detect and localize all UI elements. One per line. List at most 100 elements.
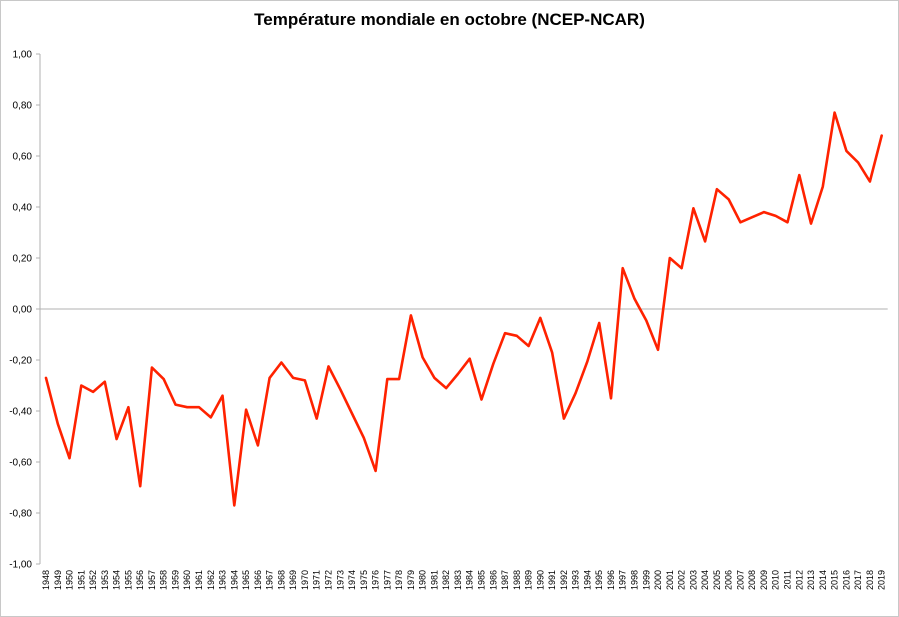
data-point [221, 395, 223, 397]
x-tick-label: 2018 [865, 570, 875, 590]
x-tick-label: 1972 [323, 570, 333, 590]
x-tick-label: 1967 [265, 570, 275, 590]
data-point [527, 345, 529, 347]
x-tick-label: 1986 [488, 570, 498, 590]
x-tick-label: 1988 [512, 570, 522, 590]
x-tick-label: 1958 [159, 570, 169, 590]
data-point [268, 377, 270, 379]
x-tick-label: 1968 [276, 570, 286, 590]
data-point [316, 417, 318, 419]
x-tick-label: 1994 [582, 570, 592, 590]
data-point [115, 438, 117, 440]
x-tick-label: 1955 [123, 570, 133, 590]
x-tick-label: 1980 [418, 570, 428, 590]
x-tick-label: 1948 [41, 570, 51, 590]
data-point [574, 392, 576, 394]
series-line [44, 111, 884, 507]
x-tick-label: 1950 [65, 570, 75, 590]
x-tick-label: 2007 [735, 570, 745, 590]
x-tick-label: 2015 [830, 570, 840, 590]
data-point [80, 384, 82, 386]
x-tick-label: 1983 [453, 570, 463, 590]
data-point [880, 134, 882, 136]
data-point [127, 406, 129, 408]
data-point [586, 360, 588, 362]
data-point [598, 322, 600, 324]
data-point [198, 406, 200, 408]
data-point [457, 373, 459, 375]
data-point [398, 378, 400, 380]
x-tick-label: 2009 [759, 570, 769, 590]
x-tick-label: 2005 [712, 570, 722, 590]
x-tick-label: 1996 [606, 570, 616, 590]
data-point [480, 398, 482, 400]
data-point [763, 211, 765, 213]
x-tick-label: 1978 [394, 570, 404, 590]
x-tick-label: 1949 [53, 570, 63, 590]
x-tick-label: 1991 [547, 570, 557, 590]
data-point [421, 356, 423, 358]
x-tick-label: 1992 [559, 570, 569, 590]
x-tick-label: 1990 [535, 570, 545, 590]
data-point [68, 457, 70, 459]
x-tick-label: 1982 [441, 570, 451, 590]
data-point [539, 317, 541, 319]
y-tick-label: -0,20 [9, 356, 32, 367]
data-point [351, 412, 353, 414]
x-tick-label: 1974 [347, 570, 357, 590]
x-tick-label: 1979 [406, 570, 416, 590]
data-point [645, 319, 647, 321]
y-tick-label: 1,00 [13, 50, 33, 61]
data-point [339, 388, 341, 390]
x-tick-label: 1956 [135, 570, 145, 590]
data-point [739, 221, 741, 223]
x-tick-label: 1981 [429, 570, 439, 590]
data-point [104, 380, 106, 382]
x-tick-label: 2001 [665, 570, 675, 590]
y-tick-label: 0,60 [13, 152, 33, 163]
x-tick-label: 2003 [688, 570, 698, 590]
data-point [280, 361, 282, 363]
y-tick-label: -0,40 [9, 407, 32, 418]
data-point [92, 391, 94, 393]
data-point [669, 257, 671, 259]
x-tick-label: 1951 [76, 570, 86, 590]
data-point [139, 485, 141, 487]
data-point [327, 365, 329, 367]
x-tick-label: 1997 [618, 570, 628, 590]
x-tick-label: 2012 [794, 570, 804, 590]
data-point [704, 240, 706, 242]
x-tick-label: 1976 [371, 570, 381, 590]
x-tick-label: 1995 [594, 570, 604, 590]
x-tick-label: 1984 [465, 570, 475, 590]
x-tick-label: 1998 [630, 570, 640, 590]
x-tick-label: 1985 [476, 570, 486, 590]
x-tick-label: 1965 [241, 570, 251, 590]
x-tick-label: 2016 [841, 570, 851, 590]
x-tick-label: 1962 [206, 570, 216, 590]
x-tick-label: 1957 [147, 570, 157, 590]
x-tick-label: 1970 [300, 570, 310, 590]
x-tick-label: 1960 [182, 570, 192, 590]
data-point [374, 470, 376, 472]
y-tick-label: -1,00 [9, 560, 32, 571]
y-tick-label: 0,00 [13, 305, 33, 316]
x-tick-label: 1989 [524, 570, 534, 590]
data-point [810, 222, 812, 224]
data-point [622, 267, 624, 269]
x-tick-label: 2017 [853, 570, 863, 590]
x-tick-label: 2011 [783, 570, 793, 589]
x-tick-label: 1977 [382, 570, 392, 590]
data-point [174, 403, 176, 405]
x-tick-label: 1963 [218, 570, 228, 590]
y-tick-label: 0,20 [13, 254, 33, 265]
x-tick-label: 1961 [194, 570, 204, 590]
data-point [410, 314, 412, 316]
chart-title: Température mondiale en octobre (NCEP-NC… [254, 10, 645, 29]
data-point [833, 111, 835, 113]
data-point [492, 363, 494, 365]
data-point [469, 358, 471, 360]
y-tick-label: 0,40 [13, 203, 33, 214]
x-tick-label: 2019 [877, 570, 887, 590]
